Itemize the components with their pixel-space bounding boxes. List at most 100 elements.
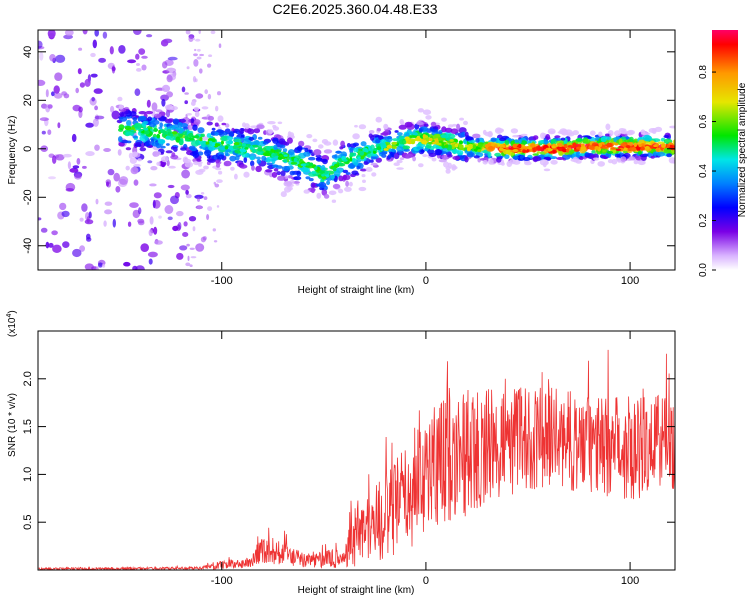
spectral-blob (113, 172, 120, 182)
spectral-blob (579, 153, 586, 157)
spectral-peak (244, 147, 249, 150)
spectral-blob (356, 165, 361, 170)
spectral-peak (241, 143, 246, 147)
spectral-blob (504, 154, 510, 159)
spectral-blob (179, 118, 186, 123)
colorbar-ticks: 0.0 0.2 0.4 0.6 0.8 (698, 65, 716, 277)
spectral-blob (512, 155, 519, 160)
spectral-blob (255, 156, 261, 160)
spectral-blob (422, 154, 428, 158)
spectral-blob (396, 146, 404, 152)
colorbar-tick-label: 0.2 (698, 213, 709, 227)
spectral-blob (125, 131, 134, 136)
spectral-blob (172, 225, 179, 232)
spectral-peak (383, 148, 389, 151)
snr-x-label: Height of straight line (km) (298, 585, 415, 596)
spectral-peak (373, 150, 377, 154)
spectral-blob (167, 56, 178, 61)
spectral-blob (215, 159, 220, 164)
colorbar-tick-label: 0.8 (698, 65, 709, 79)
spectral-peak (625, 145, 631, 148)
spectral-blob (494, 152, 502, 157)
spectral-blob (306, 134, 313, 139)
spectral-blob (368, 149, 375, 156)
spectral-blob (138, 207, 142, 215)
spectral-blob (195, 93, 204, 99)
spectral-peak (477, 143, 483, 148)
spectral-peak (144, 129, 150, 135)
spectral-peak (264, 152, 271, 157)
spectral-blob (38, 40, 43, 49)
spectral-blob (423, 147, 429, 152)
spectral-blob (84, 219, 94, 225)
spectral-peak (615, 148, 622, 151)
spectral-blob (139, 135, 147, 142)
spectral-peak (666, 144, 671, 148)
spectral-blob (540, 132, 546, 139)
spectral-blob (589, 145, 597, 150)
spectral-blob (103, 148, 111, 152)
spectral-blob (200, 236, 206, 243)
spectral-blob (180, 184, 190, 191)
spectral-blob (332, 183, 341, 189)
spectral-blob (160, 156, 169, 163)
spectral-blob (287, 175, 293, 179)
spectral-blob (207, 63, 212, 68)
spectral-blob (456, 123, 461, 130)
spectral-blob (628, 156, 636, 161)
spectral-blob (193, 37, 195, 41)
spectral-blob (88, 211, 92, 219)
spectral-blob (196, 56, 202, 60)
spectral-peak (551, 145, 556, 149)
spectral-blob (145, 110, 153, 115)
spectral-blob (308, 149, 313, 154)
spectral-blob (556, 157, 565, 160)
spectral-blob (185, 193, 192, 199)
spectral-blob (77, 68, 82, 75)
spectral-blob (137, 218, 145, 224)
spectral-blob (212, 228, 216, 232)
spectral-peak (376, 146, 382, 151)
spectral-blob (57, 122, 61, 129)
spectral-peak (655, 147, 660, 152)
spectral-blob (504, 140, 510, 145)
spectral-blob (161, 98, 166, 107)
spectral-blob (160, 145, 166, 149)
spectral-peak (227, 139, 233, 145)
spectral-blob (262, 141, 269, 145)
spectral-peak (256, 150, 262, 155)
spectral-blob (201, 106, 209, 110)
spectral-blob (451, 165, 458, 170)
spectral-peak (477, 149, 482, 153)
spectral-peak (424, 135, 429, 138)
spectral-blob (261, 155, 267, 161)
spectral-peak (391, 146, 397, 149)
spectral-blob (435, 131, 443, 134)
spectral-peak (232, 145, 238, 150)
spectral-blob (353, 147, 359, 153)
spectral-blob (460, 131, 467, 138)
spectral-blob (118, 136, 123, 143)
spectral-blob (198, 30, 201, 34)
spectral-blob (191, 140, 200, 147)
spectral-blob (618, 128, 626, 133)
spectral-blob (135, 142, 141, 147)
spectral-blob (398, 139, 407, 145)
spectral-blob (668, 157, 675, 164)
spectral-blob (606, 150, 614, 154)
spectral-blob (243, 139, 252, 145)
spectral-blob (614, 153, 621, 158)
spectral-blob (575, 138, 583, 142)
spectral-blob (281, 165, 290, 172)
spectral-blob (240, 137, 245, 144)
spectral-peak (239, 148, 246, 153)
spectral-blob (434, 149, 442, 156)
spectral-blob (61, 91, 67, 96)
spectral-blob (598, 131, 603, 137)
snr-y-label: SNR (10 * v/v) (7, 393, 18, 457)
spectral-blob (413, 132, 418, 136)
spectral-blob (92, 118, 99, 127)
spectral-blob (514, 139, 519, 143)
spectral-blob (600, 136, 607, 143)
